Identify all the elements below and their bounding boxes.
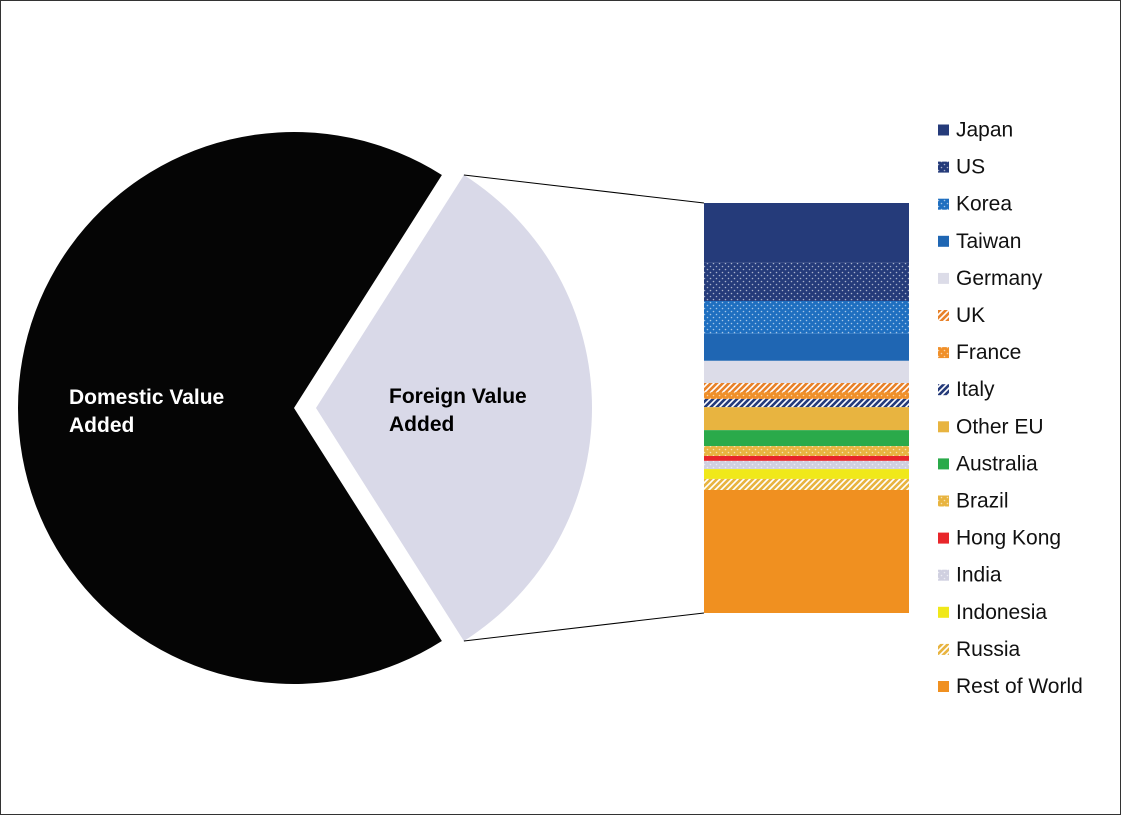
bar-segment [704, 333, 909, 361]
legend-label: Hong Kong [956, 527, 1061, 550]
bar-segment [704, 300, 909, 334]
legend-label: Taiwan [956, 230, 1021, 253]
bar-segment [704, 478, 909, 490]
bar-segment [704, 430, 909, 447]
bar-segment [704, 392, 909, 399]
legend-swatch [938, 569, 949, 581]
legend-label: Australia [956, 452, 1038, 475]
legend-swatch [938, 347, 949, 359]
legend-label: Italy [956, 378, 995, 401]
legend-swatch [938, 161, 949, 173]
legend-swatch [938, 458, 949, 470]
bar-segment [704, 455, 909, 461]
bar-segment [704, 407, 909, 431]
pie-slice [316, 174, 593, 642]
legend-label: India [956, 564, 1002, 587]
legend-label: Other EU [956, 415, 1044, 438]
legend-label: France [956, 341, 1021, 364]
slice-label: Foreign Value Added [389, 385, 527, 436]
legend-swatch [938, 606, 949, 618]
legend-swatch [938, 124, 949, 136]
bar-segment [704, 398, 909, 408]
connector-line [463, 612, 705, 642]
slice-label: Domestic Value Added [69, 386, 225, 437]
legend-swatch [938, 421, 949, 433]
bar-segment [704, 469, 909, 479]
legend-label: Brazil [956, 490, 1009, 513]
legend-swatch [938, 310, 949, 321]
legend-label: US [956, 156, 985, 179]
bar-segment [704, 203, 909, 263]
bar-segment [704, 446, 909, 456]
legend-swatch [938, 272, 949, 284]
legend-label: Rest of World [956, 675, 1083, 698]
bar-segment [704, 460, 909, 470]
bar-segment [704, 262, 909, 301]
legend-swatch [938, 532, 949, 544]
legend-label: Korea [956, 193, 1012, 216]
legend-label: Russia [956, 638, 1021, 661]
bar-segment [704, 360, 909, 383]
legend-label: Indonesia [956, 601, 1047, 624]
legend-label: Japan [956, 119, 1013, 142]
legend-swatch [938, 643, 949, 655]
legend-swatch [938, 198, 949, 210]
legend-swatch [938, 681, 949, 692]
legend-swatch [938, 384, 949, 396]
bar-segment [704, 382, 909, 393]
legend-label: UK [956, 304, 985, 327]
legend-swatch [938, 235, 949, 247]
pie-slice [18, 132, 442, 685]
legend-swatch [938, 495, 949, 507]
connector-line [463, 174, 705, 204]
legend-label: Germany [956, 267, 1043, 290]
bar-segment [704, 490, 909, 613]
